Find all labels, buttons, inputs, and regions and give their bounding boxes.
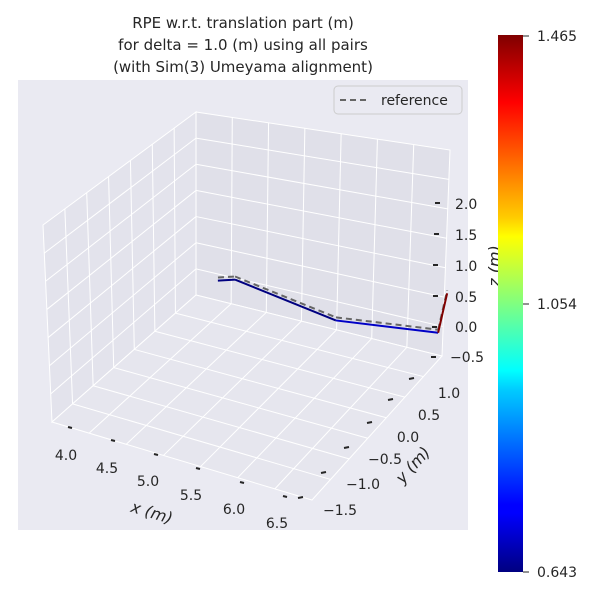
grid-line xyxy=(237,338,373,479)
reference-segment xyxy=(217,275,236,279)
colorbar-gradient xyxy=(498,35,523,572)
colorbar: 1.465 1.054 0.643 xyxy=(498,29,577,581)
grid-line xyxy=(45,163,197,282)
y-tick-mark xyxy=(366,421,373,424)
reference-segment xyxy=(335,316,439,331)
reference-segment xyxy=(234,275,337,319)
grid-line xyxy=(47,216,197,338)
y-tick-label: 0.0 xyxy=(397,430,419,446)
y-tick-mark xyxy=(387,398,394,401)
grid-line xyxy=(154,330,405,398)
grid-line xyxy=(86,192,94,386)
x-tick-label: 4.5 xyxy=(96,461,118,477)
grid-line xyxy=(195,268,444,328)
grid-line xyxy=(195,216,446,269)
y-tick-mark xyxy=(320,471,327,474)
grid-line xyxy=(64,208,74,404)
grid-line xyxy=(72,403,331,480)
x-tick-mark xyxy=(239,481,245,484)
grid-line xyxy=(43,137,197,254)
grid-line xyxy=(93,385,350,460)
y-tick-label: −0.5 xyxy=(368,452,402,468)
grid-line xyxy=(274,346,408,490)
legend: reference xyxy=(333,85,463,115)
grid-line xyxy=(230,117,233,304)
grid-line xyxy=(336,133,342,330)
y-tick-mark xyxy=(408,377,415,380)
colorbar-tick-label-min: 0.643 xyxy=(537,565,577,581)
grid-line xyxy=(113,367,368,439)
y-tick-mark xyxy=(343,446,350,449)
chart-title-line-3: (with Sim(3) Umeyama alignment) xyxy=(113,58,373,76)
chart-title-line-2: for delta = 1.0 (m) using all pairs xyxy=(118,36,368,54)
grid-line xyxy=(134,348,387,419)
grid-line xyxy=(300,128,306,322)
chart-title-line-1: RPE w.r.t. translation part (m) xyxy=(132,14,354,32)
grid-line xyxy=(265,122,270,313)
grid-line xyxy=(50,268,197,395)
x-tick-mark xyxy=(195,467,201,470)
colorbar-tick-label-mid: 1.054 xyxy=(537,297,577,313)
z-tick-label: 1.5 xyxy=(455,228,477,244)
x-tick-label: 4.0 xyxy=(55,448,77,464)
grid-line xyxy=(46,190,197,310)
legend-reference-label: reference xyxy=(381,93,448,109)
estimate-segment xyxy=(217,278,236,282)
grid-line xyxy=(49,242,197,367)
estimate-segment xyxy=(234,278,337,322)
x-tick-mark xyxy=(110,439,116,442)
grid-line xyxy=(151,144,156,332)
x-tick-label: 5.5 xyxy=(180,488,202,504)
grid-line xyxy=(129,160,135,350)
z-tick-label: 0.5 xyxy=(455,290,477,306)
x-tick-label: 5.0 xyxy=(137,474,159,490)
grid-line xyxy=(175,312,424,378)
tick-marks xyxy=(67,202,440,499)
grid-line xyxy=(195,137,449,180)
estimate-trajectory xyxy=(217,278,449,334)
colorbar-tick-label-max: 1.465 xyxy=(537,29,577,45)
legend-box xyxy=(333,85,463,115)
y-tick-mark xyxy=(297,496,304,499)
z-tick-label: 2.0 xyxy=(455,197,477,213)
grid-line xyxy=(195,189,447,239)
grid-line xyxy=(195,163,448,210)
z-tick-label: −0.5 xyxy=(450,350,484,366)
grid-line xyxy=(108,176,115,368)
grid-line xyxy=(163,320,302,456)
estimate-segment xyxy=(437,293,449,333)
grid-lines xyxy=(43,117,449,490)
x-tick-mark xyxy=(282,495,288,498)
grid-line xyxy=(200,329,337,467)
z-tick-label: 1.0 xyxy=(455,259,477,275)
estimate-segment xyxy=(335,319,439,334)
grid-line xyxy=(125,312,267,445)
x-tick-label: 6.5 xyxy=(266,516,288,532)
z-tick-label: 0.0 xyxy=(455,320,477,336)
x-tick-mark xyxy=(153,453,159,456)
y-tick-label: −1.0 xyxy=(346,477,380,493)
grid-line xyxy=(195,242,445,298)
x-tick-label: 6.0 xyxy=(223,502,245,518)
grid-line xyxy=(88,303,232,434)
y-tick-label: 0.5 xyxy=(418,408,440,424)
y-tick-label: 1.0 xyxy=(438,386,460,402)
grid-line xyxy=(371,139,378,339)
y-tick-label: −1.5 xyxy=(323,503,357,519)
grid-line xyxy=(173,128,176,314)
grid-line xyxy=(406,144,415,348)
x-tick-mark xyxy=(67,426,73,429)
